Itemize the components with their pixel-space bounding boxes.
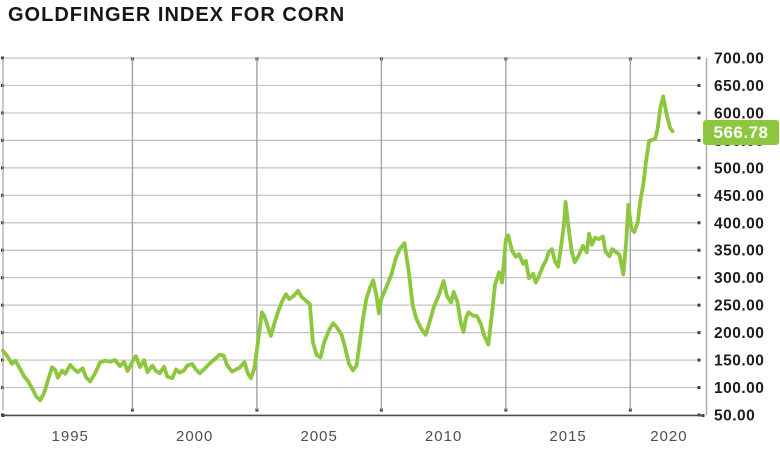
svg-text:300.00: 300.00 <box>714 270 764 287</box>
svg-text:700.00: 700.00 <box>714 51 764 68</box>
last-value-badge: 566.78 <box>703 120 779 145</box>
series-line <box>1 94 675 403</box>
svg-text:2000: 2000 <box>176 428 213 445</box>
svg-text:2020: 2020 <box>650 428 687 445</box>
svg-text:350.00: 350.00 <box>714 243 764 260</box>
svg-text:450.00: 450.00 <box>714 188 764 205</box>
svg-text:100.00: 100.00 <box>714 380 764 397</box>
svg-text:250.00: 250.00 <box>714 298 764 315</box>
chart-title: GOLDFINGER INDEX FOR CORN <box>8 4 346 26</box>
svg-text:600.00: 600.00 <box>714 105 764 122</box>
svg-text:200.00: 200.00 <box>714 325 764 342</box>
svg-text:2015: 2015 <box>549 428 586 445</box>
tick-dots <box>1 56 705 417</box>
svg-text:2005: 2005 <box>300 428 337 445</box>
svg-text:50.00: 50.00 <box>714 408 755 425</box>
svg-text:500.00: 500.00 <box>714 160 764 177</box>
svg-text:2010: 2010 <box>425 428 462 445</box>
v-gridlines <box>131 58 632 410</box>
svg-text:1995: 1995 <box>52 428 89 445</box>
h-gridlines <box>3 57 698 416</box>
svg-text:150.00: 150.00 <box>714 353 764 370</box>
last-value-label: 566.78 <box>713 123 769 142</box>
x-axis-labels: 1995 2000 2005 2010 2015 2020 <box>52 428 687 445</box>
y-axis-labels: 700.00650.00600.00550.00500.00450.00400.… <box>714 51 764 425</box>
svg-text:400.00: 400.00 <box>714 215 764 232</box>
svg-text:650.00: 650.00 <box>714 78 764 95</box>
